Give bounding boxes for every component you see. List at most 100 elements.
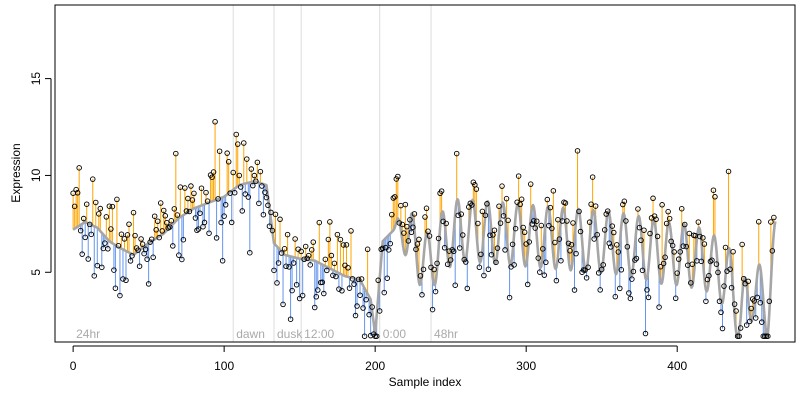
data-point [289, 287, 295, 294]
data-point [197, 210, 203, 216]
data-point [245, 194, 252, 200]
event-label-3: 12:00 [304, 327, 334, 341]
data-point [299, 292, 306, 299]
data-point [139, 241, 146, 247]
data-point [321, 290, 327, 297]
data-point [493, 259, 499, 266]
data-point [422, 214, 428, 220]
data-point [636, 224, 643, 231]
data-point [426, 233, 433, 239]
data-point [680, 243, 686, 249]
data-point [740, 276, 747, 282]
data-point [713, 261, 720, 267]
data-point [574, 148, 581, 154]
data-point [120, 276, 126, 282]
data-point [328, 252, 335, 259]
data-point [186, 208, 193, 215]
data-point [88, 231, 94, 238]
data-point [618, 267, 625, 273]
y-tick-label: 15 [29, 72, 43, 86]
data-point [479, 208, 486, 215]
data-point [244, 156, 250, 162]
x-tick-label: 0 [70, 359, 77, 373]
data-point [153, 227, 159, 233]
data-point [399, 221, 406, 228]
data-point [518, 196, 525, 203]
data-point [363, 296, 369, 303]
data-point [626, 290, 632, 296]
data-point [327, 219, 333, 225]
data-point [589, 174, 596, 180]
data-point [164, 219, 170, 226]
data-point [567, 248, 573, 254]
data-point [357, 292, 363, 298]
data-point [316, 219, 323, 226]
y-axis: 5 10 15 [29, 72, 52, 276]
data-point [746, 318, 753, 325]
data-point [346, 285, 353, 291]
data-point [212, 119, 218, 125]
data-point [192, 215, 199, 221]
data-point [206, 230, 212, 236]
data-point [93, 199, 99, 206]
data-point [325, 236, 332, 243]
data-point [645, 294, 652, 301]
data-point [500, 213, 507, 219]
data-point [592, 203, 599, 209]
data-point [210, 169, 217, 175]
data-point [401, 230, 407, 236]
data-point [432, 288, 439, 295]
data-point [623, 218, 629, 224]
data-point [763, 333, 770, 339]
data-point [83, 201, 90, 207]
data-point [517, 201, 523, 208]
data-point [434, 260, 440, 267]
data-point [310, 239, 316, 245]
data-point [290, 260, 297, 266]
data-point [292, 236, 298, 242]
data-point [674, 270, 680, 276]
data-point [361, 333, 368, 339]
data-point [419, 292, 425, 298]
data-point [666, 215, 673, 222]
data-point [151, 213, 158, 219]
data-point [499, 183, 505, 189]
data-point [620, 201, 626, 208]
data-point [277, 216, 283, 223]
data-point [469, 202, 475, 208]
data-point [608, 244, 614, 250]
x-tick-label: 300 [516, 359, 536, 373]
data-point [408, 229, 415, 235]
data-point [111, 267, 117, 273]
data-point [216, 148, 223, 154]
data-point [136, 263, 143, 269]
data-point [160, 207, 167, 214]
data-point [108, 226, 114, 232]
data-point [441, 245, 448, 251]
data-point [176, 252, 182, 258]
data-point [260, 211, 267, 218]
data-point [629, 276, 635, 282]
data-point [124, 232, 131, 238]
data-point [159, 228, 165, 234]
data-point [644, 287, 650, 293]
data-point [496, 203, 502, 209]
data-point [527, 181, 534, 187]
data-point [423, 205, 430, 212]
data-point [734, 333, 741, 339]
data-point [700, 235, 706, 241]
data-point [375, 277, 381, 284]
data-point [402, 201, 409, 208]
data-point [80, 215, 87, 222]
data-point [351, 281, 357, 287]
data-point [534, 218, 540, 224]
data-point [132, 232, 138, 239]
data-point [174, 212, 181, 218]
data-point [198, 185, 205, 191]
data-point [535, 255, 542, 261]
data-point [515, 173, 522, 179]
y-tick-label: 10 [29, 168, 43, 182]
data-point [376, 308, 383, 314]
data-point [512, 225, 519, 232]
data-point [77, 227, 84, 234]
